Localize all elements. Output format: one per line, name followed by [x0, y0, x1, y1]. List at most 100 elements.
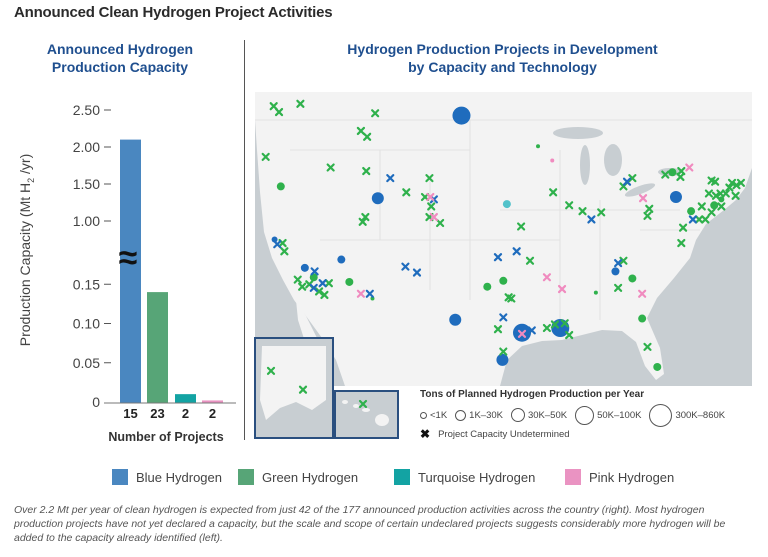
pink-swatch: [565, 469, 581, 485]
page-title: Announced Clean Hydrogen Project Activit…: [14, 4, 333, 21]
y-tick-label: 1.50: [73, 176, 100, 192]
bar-green-hydrogen: [147, 292, 168, 403]
green-undetermined-marker: [425, 174, 434, 183]
map-land: [255, 92, 752, 386]
map-size-legend: Tons of Planned Hydrogen Production per …: [420, 389, 733, 441]
pink-undetermined-marker: [638, 289, 647, 298]
map-legend-title: Tons of Planned Hydrogen Production per …: [420, 389, 645, 400]
y-tick-label: 2.50: [73, 102, 100, 118]
green-project-circle: [638, 314, 647, 323]
green-undetermined-marker: [296, 99, 305, 108]
blue-undetermined-marker: [499, 313, 508, 322]
bar-turquoise-hydrogen: [175, 394, 196, 403]
green-undetermined-marker: [320, 290, 329, 300]
alaska-green-marker: [298, 385, 308, 394]
undetermined-legend-item: ✖ Project Capacity Undetermined: [420, 427, 733, 441]
blue-undetermined-marker: [273, 240, 282, 249]
hawaii-inset: [334, 390, 399, 439]
green-undetermined-marker: [362, 166, 371, 176]
blue-project-circle: [449, 313, 462, 326]
green-project-circle: [345, 277, 354, 286]
lake-michigan: [580, 145, 590, 185]
green-undetermined-marker: [363, 132, 372, 141]
green-undetermined-marker: [517, 222, 526, 231]
blue-project-circle: [300, 263, 309, 272]
y-tick-label: 0: [92, 394, 100, 410]
green-undetermined-marker: [560, 319, 569, 328]
green-swatch: [238, 469, 254, 485]
green-undetermined-marker: [427, 202, 436, 211]
green-undetermined-marker: [707, 208, 716, 217]
project-count-label: 15: [123, 406, 137, 421]
alaska-land: [260, 346, 326, 420]
green-undetermined-marker: [661, 170, 670, 179]
size-class-item: <1K: [420, 410, 447, 421]
pink-undetermined-marker: [685, 163, 694, 172]
green-project-circle: [499, 276, 508, 285]
green-undetermined-marker: [695, 215, 704, 224]
green-undetermined-marker: [565, 330, 574, 340]
green-undetermined-marker: [721, 189, 730, 198]
green-undetermined-marker: [499, 347, 508, 356]
pink-undetermined-marker: [429, 212, 438, 222]
green-undetermined-marker: [628, 174, 637, 183]
blue-undetermined-marker: [309, 283, 318, 292]
y-tick-label: 0.15: [73, 276, 100, 292]
blue-undetermined-marker: [412, 268, 422, 277]
size-class-row: <1K 1K–30K 30K–50K 50K–100K 300K–860K: [420, 403, 733, 427]
green-undetermined-marker: [678, 223, 688, 232]
green-project-circle: [276, 182, 285, 191]
green-undetermined-marker: [358, 217, 367, 226]
green-project-circle: [668, 168, 677, 177]
blue-project-circle: [496, 353, 509, 366]
legend-pink-hydrogen: Pink Hydrogen: [565, 469, 674, 485]
x-marker-icon: ✖: [420, 427, 431, 441]
green-undetermined-marker: [732, 181, 741, 190]
green-undetermined-marker: [298, 282, 307, 291]
alaska-green-marker: [266, 366, 276, 375]
y-axis-label: Production Capacity (Mt H2 /yr): [17, 154, 36, 347]
green-undetermined-marker: [326, 163, 335, 172]
green-undetermined-marker: [701, 215, 710, 224]
hawaii-islands: [342, 400, 389, 426]
lake-erie: [624, 183, 656, 197]
pink-undetermined-marker: [557, 284, 567, 294]
turquoise-project-circle: [502, 200, 511, 209]
green-undetermined-marker: [614, 283, 623, 292]
size-circle-icon: [420, 411, 427, 419]
legend-label: Pink Hydrogen: [589, 469, 675, 485]
blue-undetermined-marker: [688, 215, 697, 224]
blue-undetermined-marker: [365, 289, 374, 298]
us-project-map: [254, 92, 752, 439]
blue-undetermined-marker: [512, 247, 521, 256]
size-circle-icon: [510, 408, 525, 422]
project-count-label: 2: [182, 406, 189, 421]
blue-undetermined-marker: [614, 259, 623, 268]
green-undetermined-marker: [717, 202, 726, 211]
inset-markers: [266, 366, 368, 409]
green-undetermined-marker: [525, 256, 535, 265]
legend-turquoise-hydrogen: Turquoise Hydrogen: [394, 469, 535, 485]
pink-undetermined-marker: [356, 289, 366, 298]
green-undetermined-marker: [597, 208, 606, 217]
green-undetermined-marker: [550, 320, 560, 329]
green-undetermined-marker: [371, 109, 380, 118]
blue-swatch: [112, 469, 128, 485]
green-undetermined-marker: [280, 247, 289, 256]
panel-divider: [244, 40, 245, 440]
green-project-circle: [628, 274, 637, 283]
pink-project-circle: [550, 158, 555, 163]
bar-pink-hydrogen: [202, 400, 223, 403]
map-title-line1: Hydrogen Production Projects in Developm…: [347, 41, 658, 57]
green-undetermined-marker: [643, 211, 652, 220]
blue-undetermined-marker: [318, 279, 327, 288]
bar-chart: 1.00 1.50 2.00 2.50 0 0.05 0.10 0.15 15 23 2 2 ≈ P…: [17, 102, 236, 444]
bars: 15 23 2 2: [120, 139, 223, 421]
green-undetermined-marker: [542, 323, 552, 333]
green-undetermined-marker: [549, 188, 558, 197]
green-undetermined-marker: [676, 172, 685, 182]
lake-superior: [553, 127, 603, 139]
blue-project-circle: [611, 267, 620, 276]
size-class-item: 30K–50K: [510, 408, 567, 422]
y-tick-label: 0.05: [73, 355, 100, 371]
